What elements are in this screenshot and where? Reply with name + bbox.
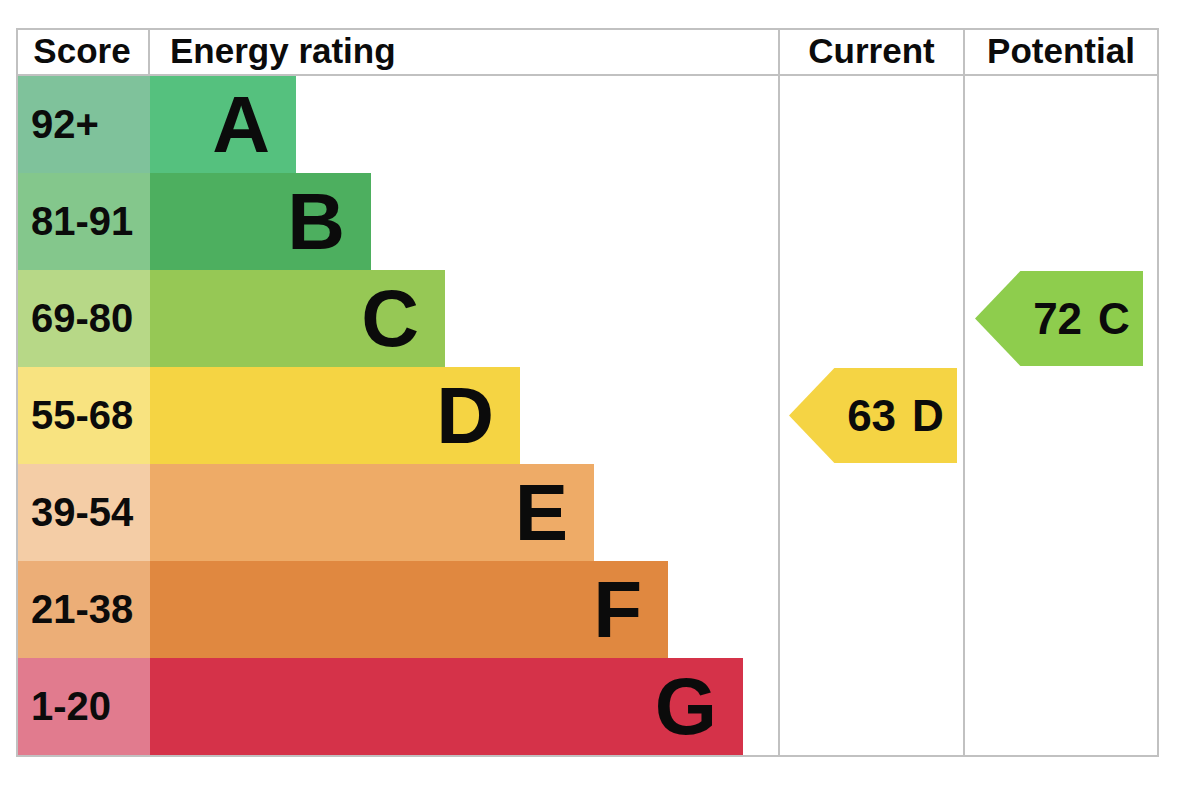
band-row-a: 92+ A — [18, 76, 1138, 173]
band-score-range: 39-54 — [18, 464, 150, 561]
current-rating-band: D — [912, 391, 944, 441]
header-current: Current — [780, 28, 963, 74]
header-energy-rating: Energy rating — [170, 28, 750, 74]
band-row-f: 21-38 F — [18, 561, 1138, 658]
band-bar: A — [150, 76, 296, 173]
band-letter: E — [515, 467, 568, 559]
band-bar: G — [150, 658, 743, 755]
band-letter: G — [655, 661, 717, 753]
header-score: Score — [16, 28, 148, 74]
header-potential: Potential — [965, 28, 1157, 74]
band-bar: B — [150, 173, 371, 270]
band-bar: C — [150, 270, 445, 367]
band-score-range: 21-38 — [18, 561, 150, 658]
current-rating-value: 63 — [847, 391, 896, 441]
potential-rating-band: C — [1098, 294, 1130, 344]
band-row-e: 39-54 E — [18, 464, 1138, 561]
band-bar: E — [150, 464, 594, 561]
score-column-divider — [148, 28, 150, 76]
band-row-b: 81-91 B — [18, 173, 1138, 270]
band-letter: C — [361, 273, 419, 365]
epc-rating-chart: Score Energy rating Current Potential 92… — [0, 0, 1200, 800]
band-row-c: 69-80 C — [18, 270, 1138, 367]
band-letter: A — [212, 79, 270, 171]
band-score-range: 92+ — [18, 76, 150, 173]
band-score-range: 69-80 — [18, 270, 150, 367]
band-score-range: 81-91 — [18, 173, 150, 270]
band-bar: F — [150, 561, 668, 658]
band-letter: F — [593, 564, 642, 656]
band-score-range: 1-20 — [18, 658, 150, 755]
potential-rating-value: 72 — [1033, 294, 1082, 344]
band-score-range: 55-68 — [18, 367, 150, 464]
band-row-d: 55-68 D — [18, 367, 1138, 464]
band-letter: B — [287, 176, 345, 268]
band-bar: D — [150, 367, 520, 464]
band-letter: D — [436, 370, 494, 462]
band-row-g: 1-20 G — [18, 658, 1138, 755]
